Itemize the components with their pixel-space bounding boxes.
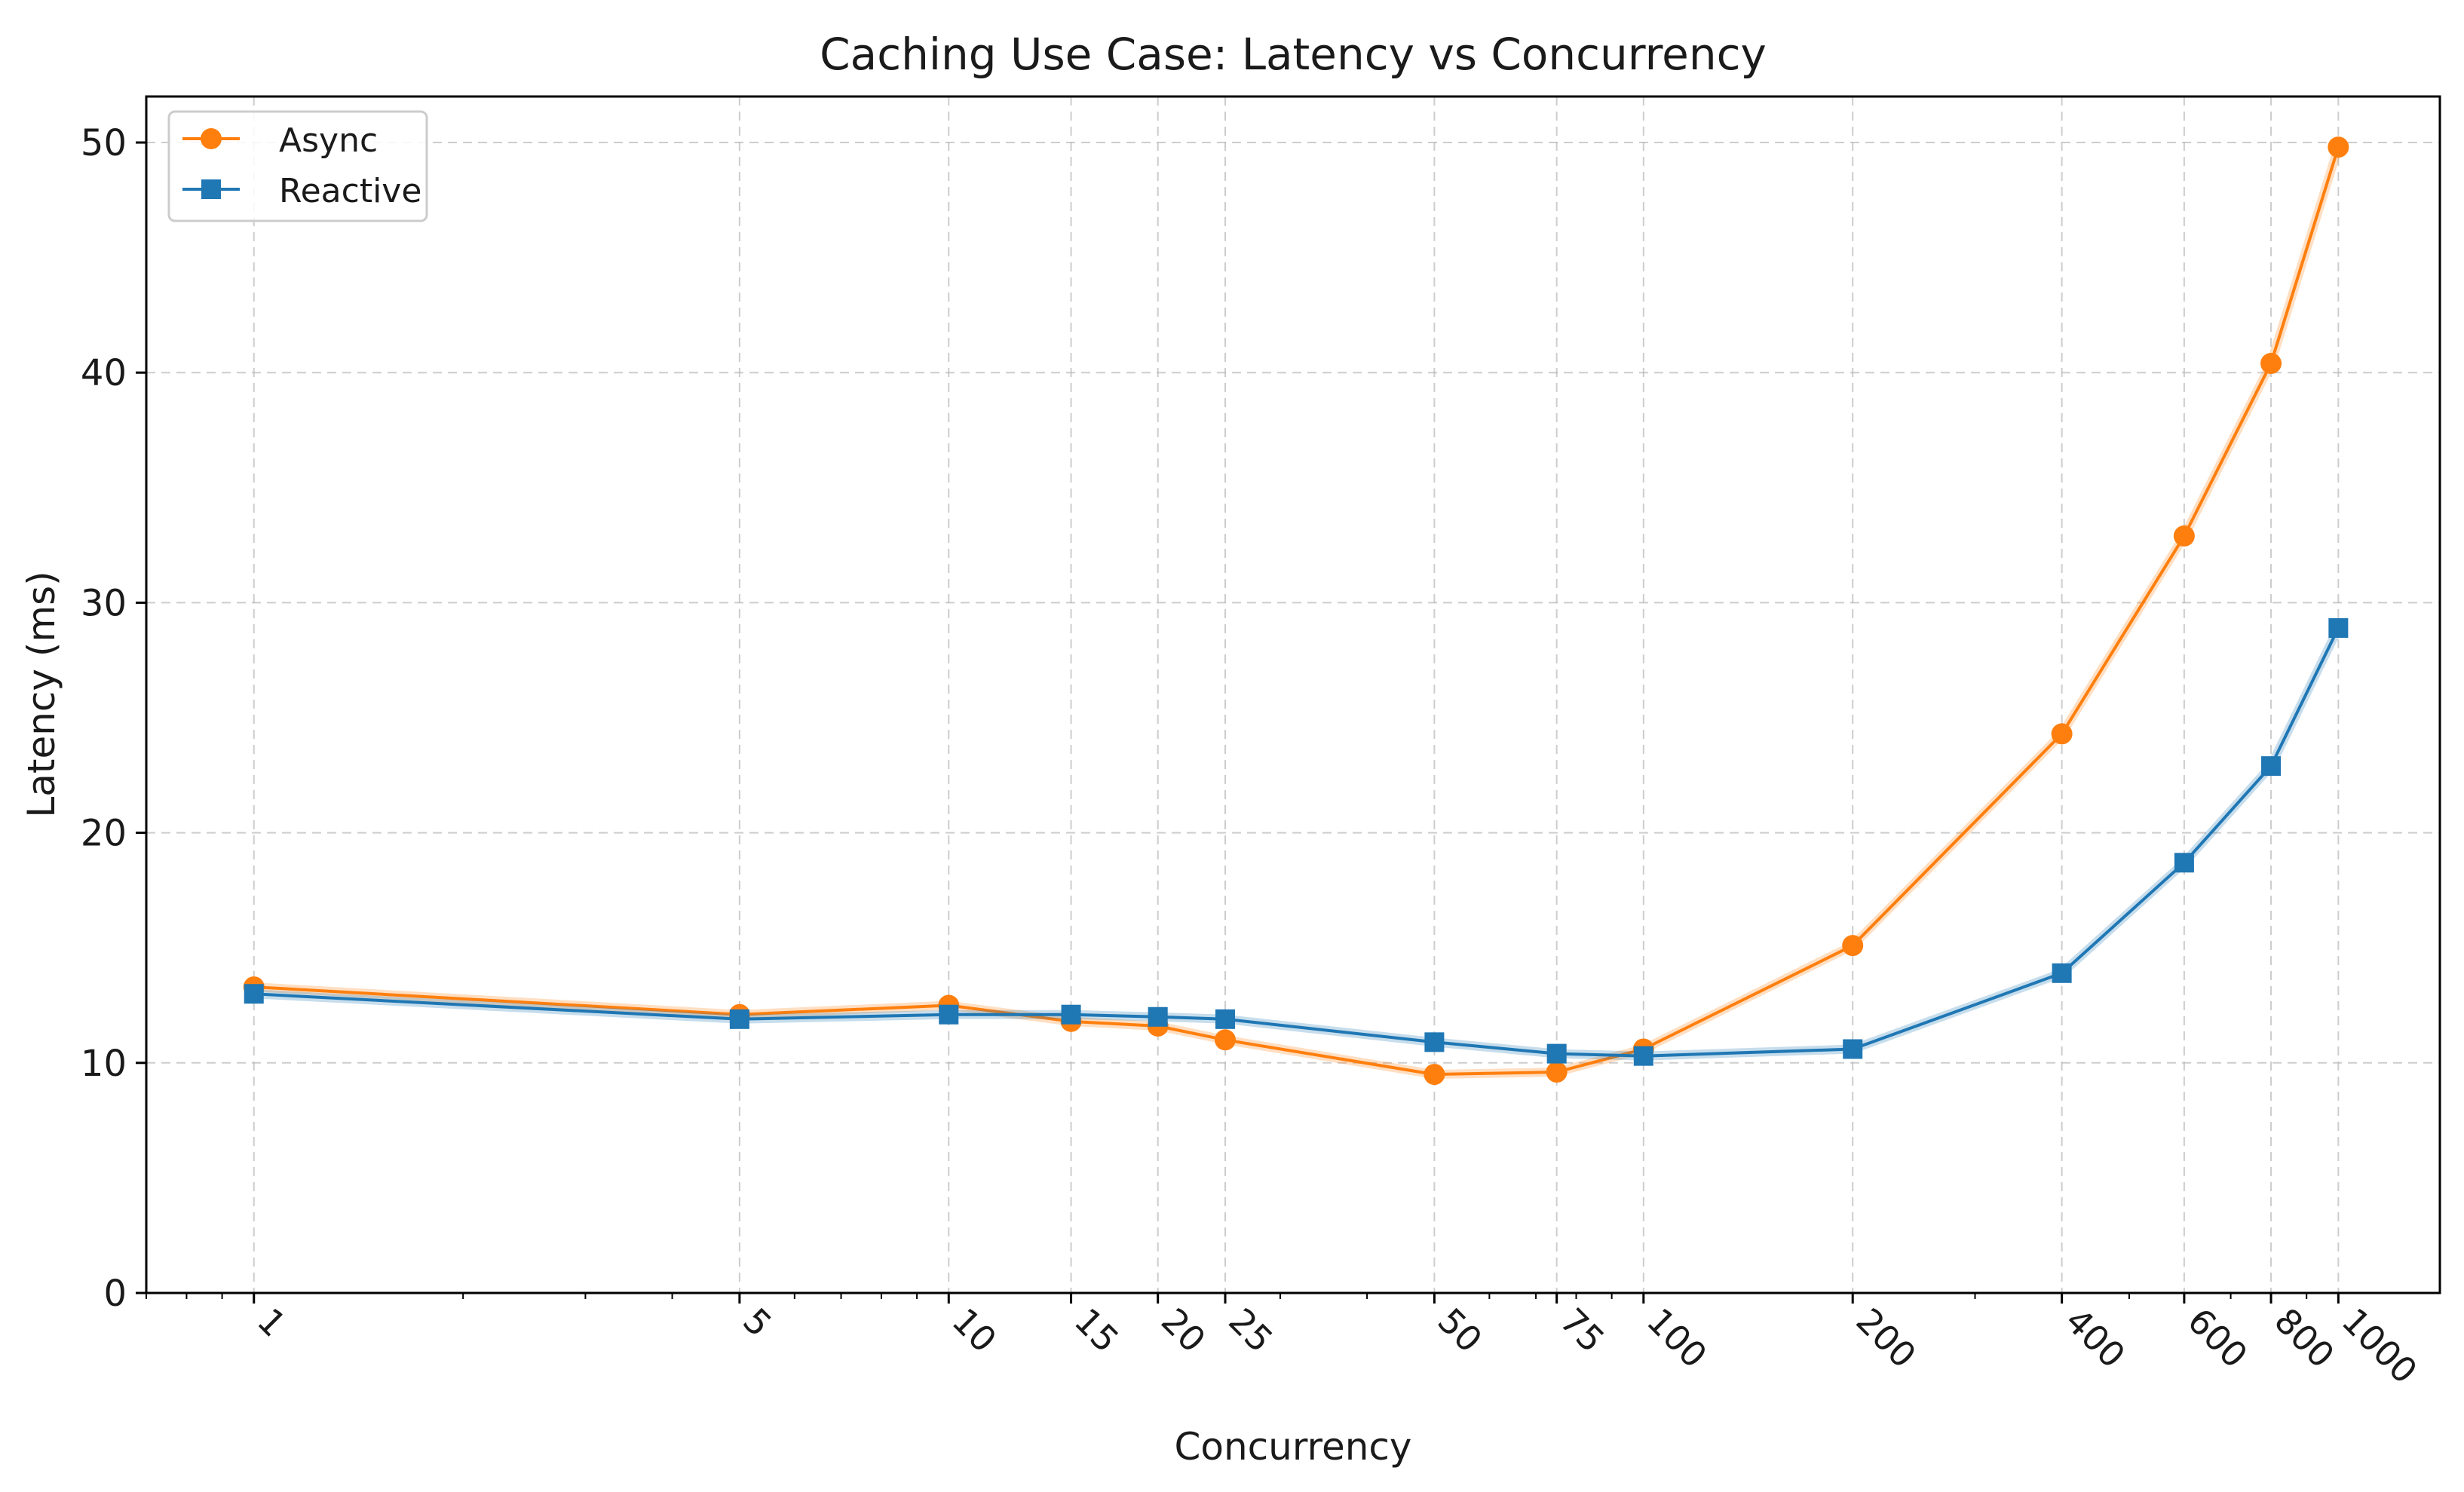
data-point-async: [2173, 525, 2195, 547]
series-reactive: [244, 617, 2349, 1066]
series-layer: [243, 136, 2349, 1086]
series-line-reactive: [253, 627, 2340, 1058]
x-tick-label: 20: [1154, 1301, 1214, 1361]
legend-marker-async: [201, 128, 222, 149]
x-axis-label: Concurrency: [1174, 1425, 1411, 1469]
legend-marker-reactive: [201, 179, 221, 199]
y-tick-label: 0: [103, 1273, 127, 1315]
legend-label-reactive: Reactive: [279, 172, 421, 210]
data-point-reactive: [729, 1009, 749, 1029]
data-point-reactive: [1215, 1009, 1235, 1029]
series-line-async: [253, 146, 2340, 1077]
x-tick-label: 800: [2266, 1301, 2342, 1376]
x-tick-label: 15: [1067, 1301, 1127, 1361]
data-point-reactive: [1546, 1043, 1567, 1064]
data-point-reactive: [2261, 756, 2282, 777]
data-point-reactive: [2174, 853, 2194, 873]
series-band-async: [253, 146, 2343, 1080]
x-tick-label: 25: [1221, 1301, 1281, 1361]
data-point-async: [1842, 935, 1864, 957]
x-tick-label: 1: [250, 1301, 294, 1345]
data-point-async: [2328, 136, 2349, 158]
plot-frame: [145, 95, 2441, 1294]
axes: [145, 95, 2441, 1294]
x-tick-label: 50: [1430, 1301, 1491, 1361]
data-point-reactive: [1061, 1004, 1081, 1025]
y-tick-label: 30: [81, 582, 127, 624]
series-async: [243, 136, 2349, 1086]
data-point-async: [1546, 1062, 1568, 1083]
x-tick-label: 600: [2180, 1301, 2255, 1376]
x-tick-label: 10: [944, 1301, 1004, 1361]
legend: Async Reactive: [167, 110, 428, 222]
series-band-reactive: [253, 626, 2343, 1061]
data-point-reactive: [1633, 1046, 1653, 1066]
data-point-async: [2051, 723, 2073, 745]
data-point-async: [1214, 1029, 1236, 1051]
data-point-reactive: [939, 1004, 959, 1025]
y-tick-label: 50: [81, 122, 127, 164]
data-point-async: [1424, 1064, 1445, 1086]
x-tick-label: 100: [1639, 1301, 1715, 1376]
x-tick-label: 400: [2058, 1301, 2133, 1376]
grid: [146, 97, 2440, 1294]
y-tick-label: 10: [81, 1043, 127, 1085]
data-point-async: [2260, 353, 2282, 375]
x-tick-label: 75: [1552, 1301, 1613, 1361]
data-point-reactive: [1843, 1039, 1863, 1059]
data-point-reactive: [2328, 617, 2349, 638]
data-point-reactive: [1424, 1032, 1445, 1052]
data-point-reactive: [1148, 1006, 1168, 1027]
y-tick-label: 40: [81, 352, 127, 394]
legend-label-async: Async: [279, 121, 378, 160]
data-point-reactive: [244, 984, 264, 1004]
y-tick-label: 20: [81, 813, 127, 855]
x-tick-label: 5: [735, 1301, 780, 1345]
data-point-reactive: [2052, 963, 2072, 983]
x-tick-label: 1000: [2334, 1301, 2426, 1392]
chart-title: Caching Use Case: Latency vs Concurrency: [820, 29, 1767, 80]
y-axis-label: Latency (ms): [20, 571, 63, 817]
x-tick-label: 200: [1848, 1301, 1923, 1376]
